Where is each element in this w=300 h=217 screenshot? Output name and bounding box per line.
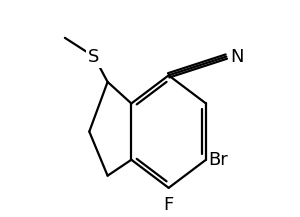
Text: F: F xyxy=(164,196,174,214)
Text: Br: Br xyxy=(208,151,228,169)
Text: S: S xyxy=(88,48,100,66)
Text: N: N xyxy=(230,48,244,66)
